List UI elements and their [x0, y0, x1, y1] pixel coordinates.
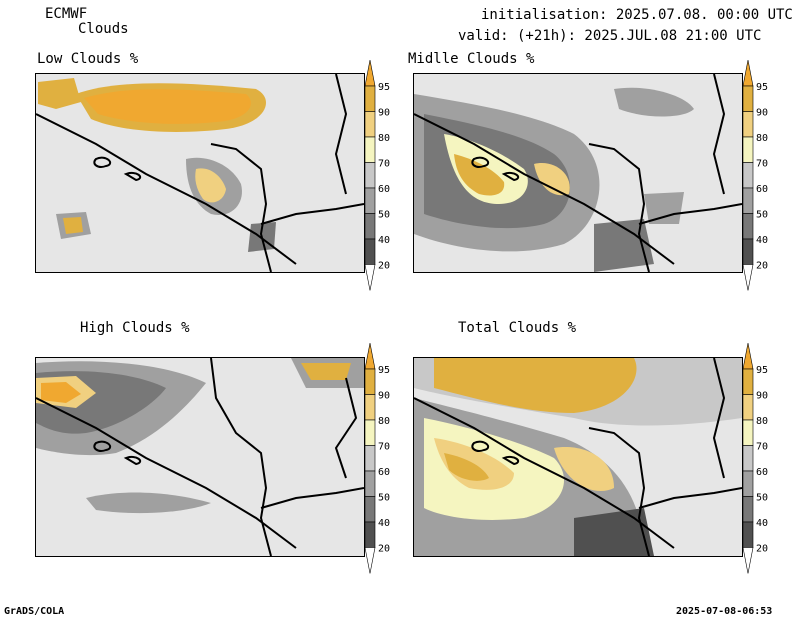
init-time: initialisation: 2025.07.08. 00:00 UTC: [481, 7, 793, 23]
colorbar-graphic: 95 90 80 70 60 50 40 20: [364, 59, 390, 291]
colorbar-top-triangle: [364, 342, 376, 370]
colorbar-box: [364, 445, 376, 472]
colorbar-graphic: 95 90 80 70 60 50 40 20: [742, 342, 768, 574]
map-high-clouds: [35, 357, 365, 557]
colorbar-label: 60: [756, 184, 768, 195]
colorbar-label: 60: [378, 184, 390, 195]
colorbar-label: 50: [378, 493, 390, 504]
colorbar-middle: 95 90 80 70 60 50 40 20: [742, 59, 773, 291]
colorbar-label: 20: [378, 261, 390, 272]
panel-title-middle: Midlle Clouds %: [408, 51, 535, 67]
colorbar-label: 50: [378, 210, 390, 221]
colorbar-box: [742, 238, 754, 265]
colorbar-label: 70: [378, 159, 390, 170]
colorbar-label: 50: [756, 210, 768, 221]
colorbar-box: [364, 187, 376, 214]
colorbar-box: [742, 521, 754, 548]
colorbar-box: [742, 470, 754, 497]
panel-title-total: Total Clouds %: [458, 320, 577, 336]
colorbar-box: [364, 394, 376, 421]
map-middle-clouds: [413, 73, 743, 273]
colorbar-box: [364, 521, 376, 548]
colorbar-box: [364, 496, 376, 523]
colorbar-box: [742, 368, 754, 395]
colorbar-box: [742, 213, 754, 240]
colorbar-label: 90: [378, 108, 390, 119]
colorbar-label: 95: [378, 82, 390, 93]
colorbar-high: 95 90 80 70 60 50 40 20: [364, 342, 395, 574]
colorbar-top-triangle: [742, 59, 754, 87]
colorbar-box: [364, 470, 376, 497]
colorbar-label: 50: [756, 493, 768, 504]
colorbar-label: 80: [756, 133, 768, 144]
colorbar-box: [742, 496, 754, 523]
colorbar-graphic: 95 90 80 70 60 50 40 20: [742, 59, 768, 291]
colorbar-top-triangle: [742, 342, 754, 370]
colorbar-box: [742, 111, 754, 138]
colorbar-total: 95 90 80 70 60 50 40 20: [742, 342, 773, 574]
colorbar-box: [364, 238, 376, 265]
colorbar-bottom-triangle: [742, 264, 754, 291]
colorbar-top-triangle: [364, 59, 376, 87]
colorbar-box: [364, 85, 376, 112]
colorbar-label: 80: [756, 416, 768, 427]
colorbar-box: [364, 368, 376, 395]
footer-software: GrADS/COLA: [4, 606, 65, 617]
panel-title-high: High Clouds %: [80, 320, 190, 336]
footer-timestamp: 2025-07-08-06:53: [676, 606, 773, 617]
colorbar-label: 90: [378, 391, 390, 402]
colorbar-bottom-triangle: [364, 547, 376, 574]
colorbar-box: [742, 445, 754, 472]
colorbar-label: 60: [756, 467, 768, 478]
colorbar-label: 95: [378, 365, 390, 376]
model-label: ECMWF: [45, 6, 88, 22]
colorbar-box: [364, 419, 376, 446]
colorbar-label: 40: [756, 235, 768, 246]
colorbar-box: [742, 85, 754, 112]
colorbar-label: 95: [756, 365, 768, 376]
colorbar-label: 20: [756, 544, 768, 555]
colorbar-label: 95: [756, 82, 768, 93]
colorbar-label: 70: [378, 442, 390, 453]
map-low-clouds: [35, 73, 365, 273]
colorbar-box: [364, 111, 376, 138]
colorbar-box: [742, 187, 754, 214]
colorbar-label: 20: [756, 261, 768, 272]
colorbar-label: 40: [756, 518, 768, 529]
colorbar-label: 90: [756, 391, 768, 402]
product-label: Clouds: [78, 21, 129, 37]
colorbar-box: [364, 136, 376, 163]
colorbar-box: [742, 394, 754, 421]
colorbar-box: [742, 136, 754, 163]
colorbar-low: 95 90 80 70 60 50 40 20: [364, 59, 395, 291]
colorbar-box: [742, 162, 754, 189]
map-total-clouds: [413, 357, 743, 557]
colorbar-label: 70: [756, 442, 768, 453]
colorbar-graphic: 95 90 80 70 60 50 40 20: [364, 342, 390, 574]
colorbar-label: 60: [378, 467, 390, 478]
colorbar-box: [364, 213, 376, 240]
colorbar-bottom-triangle: [364, 264, 376, 291]
colorbar-box: [364, 162, 376, 189]
valid-time: valid: (+21h): 2025.JUL.08 21:00 UTC: [458, 28, 762, 44]
colorbar-label: 40: [378, 518, 390, 529]
colorbar-label: 20: [378, 544, 390, 555]
colorbar-label: 40: [378, 235, 390, 246]
colorbar-label: 70: [756, 159, 768, 170]
colorbar-bottom-triangle: [742, 547, 754, 574]
colorbar-label: 90: [756, 108, 768, 119]
colorbar-box: [742, 419, 754, 446]
colorbar-label: 80: [378, 416, 390, 427]
colorbar-label: 80: [378, 133, 390, 144]
panel-title-low: Low Clouds %: [37, 51, 139, 67]
